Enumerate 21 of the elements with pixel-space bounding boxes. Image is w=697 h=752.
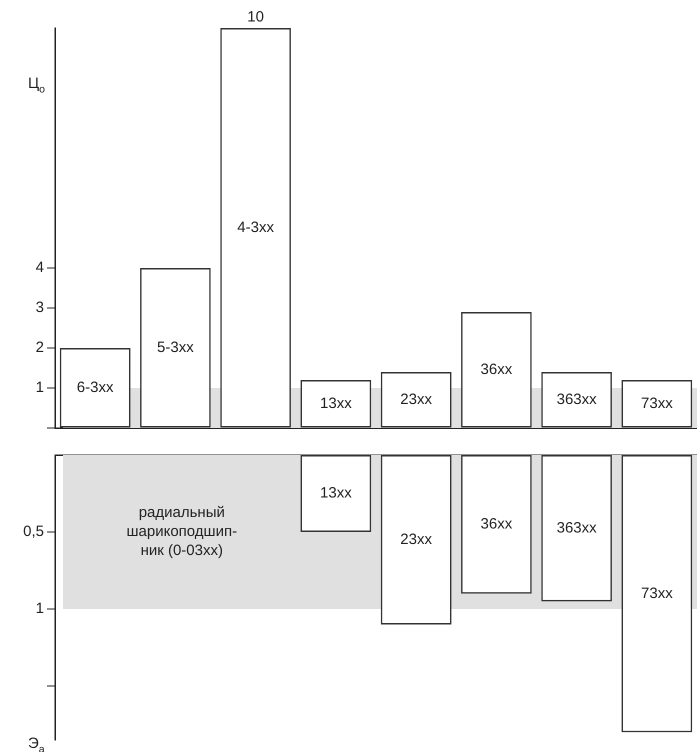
- x-tick-label: 4-3xx: [237, 218, 274, 236]
- x-tick-label: 13xx: [320, 394, 352, 412]
- x-tick-label: 6-3xx: [76, 378, 114, 396]
- x-tick-label: 363xx: [556, 519, 598, 536]
- y-tick-label: 1: [36, 600, 44, 618]
- x-tick-label: 5-3xx: [157, 338, 194, 356]
- y-tick-label: 1: [36, 379, 44, 396]
- x-tick-label: 36xx: [480, 360, 513, 378]
- y-tick-label: 4: [36, 259, 44, 276]
- x-tick-label: 36xx: [480, 515, 513, 532]
- y-tick-label: 2: [36, 339, 44, 356]
- y-tick-label: 0,5: [23, 523, 44, 540]
- x-tick-label: 23xx: [400, 390, 432, 408]
- x-tick-label: 13xx: [320, 484, 352, 502]
- x-tick-label: 363xx: [556, 390, 598, 408]
- data-label: 10: [247, 8, 264, 26]
- x-tick-label: 73xx: [641, 584, 674, 602]
- x-tick-label: 23xx: [400, 530, 432, 548]
- band-label: радиальный шарикоподшип- ник (0-03xx): [126, 504, 238, 560]
- x-tick-label: 73xx: [641, 394, 674, 412]
- y-tick-label: 3: [36, 299, 44, 316]
